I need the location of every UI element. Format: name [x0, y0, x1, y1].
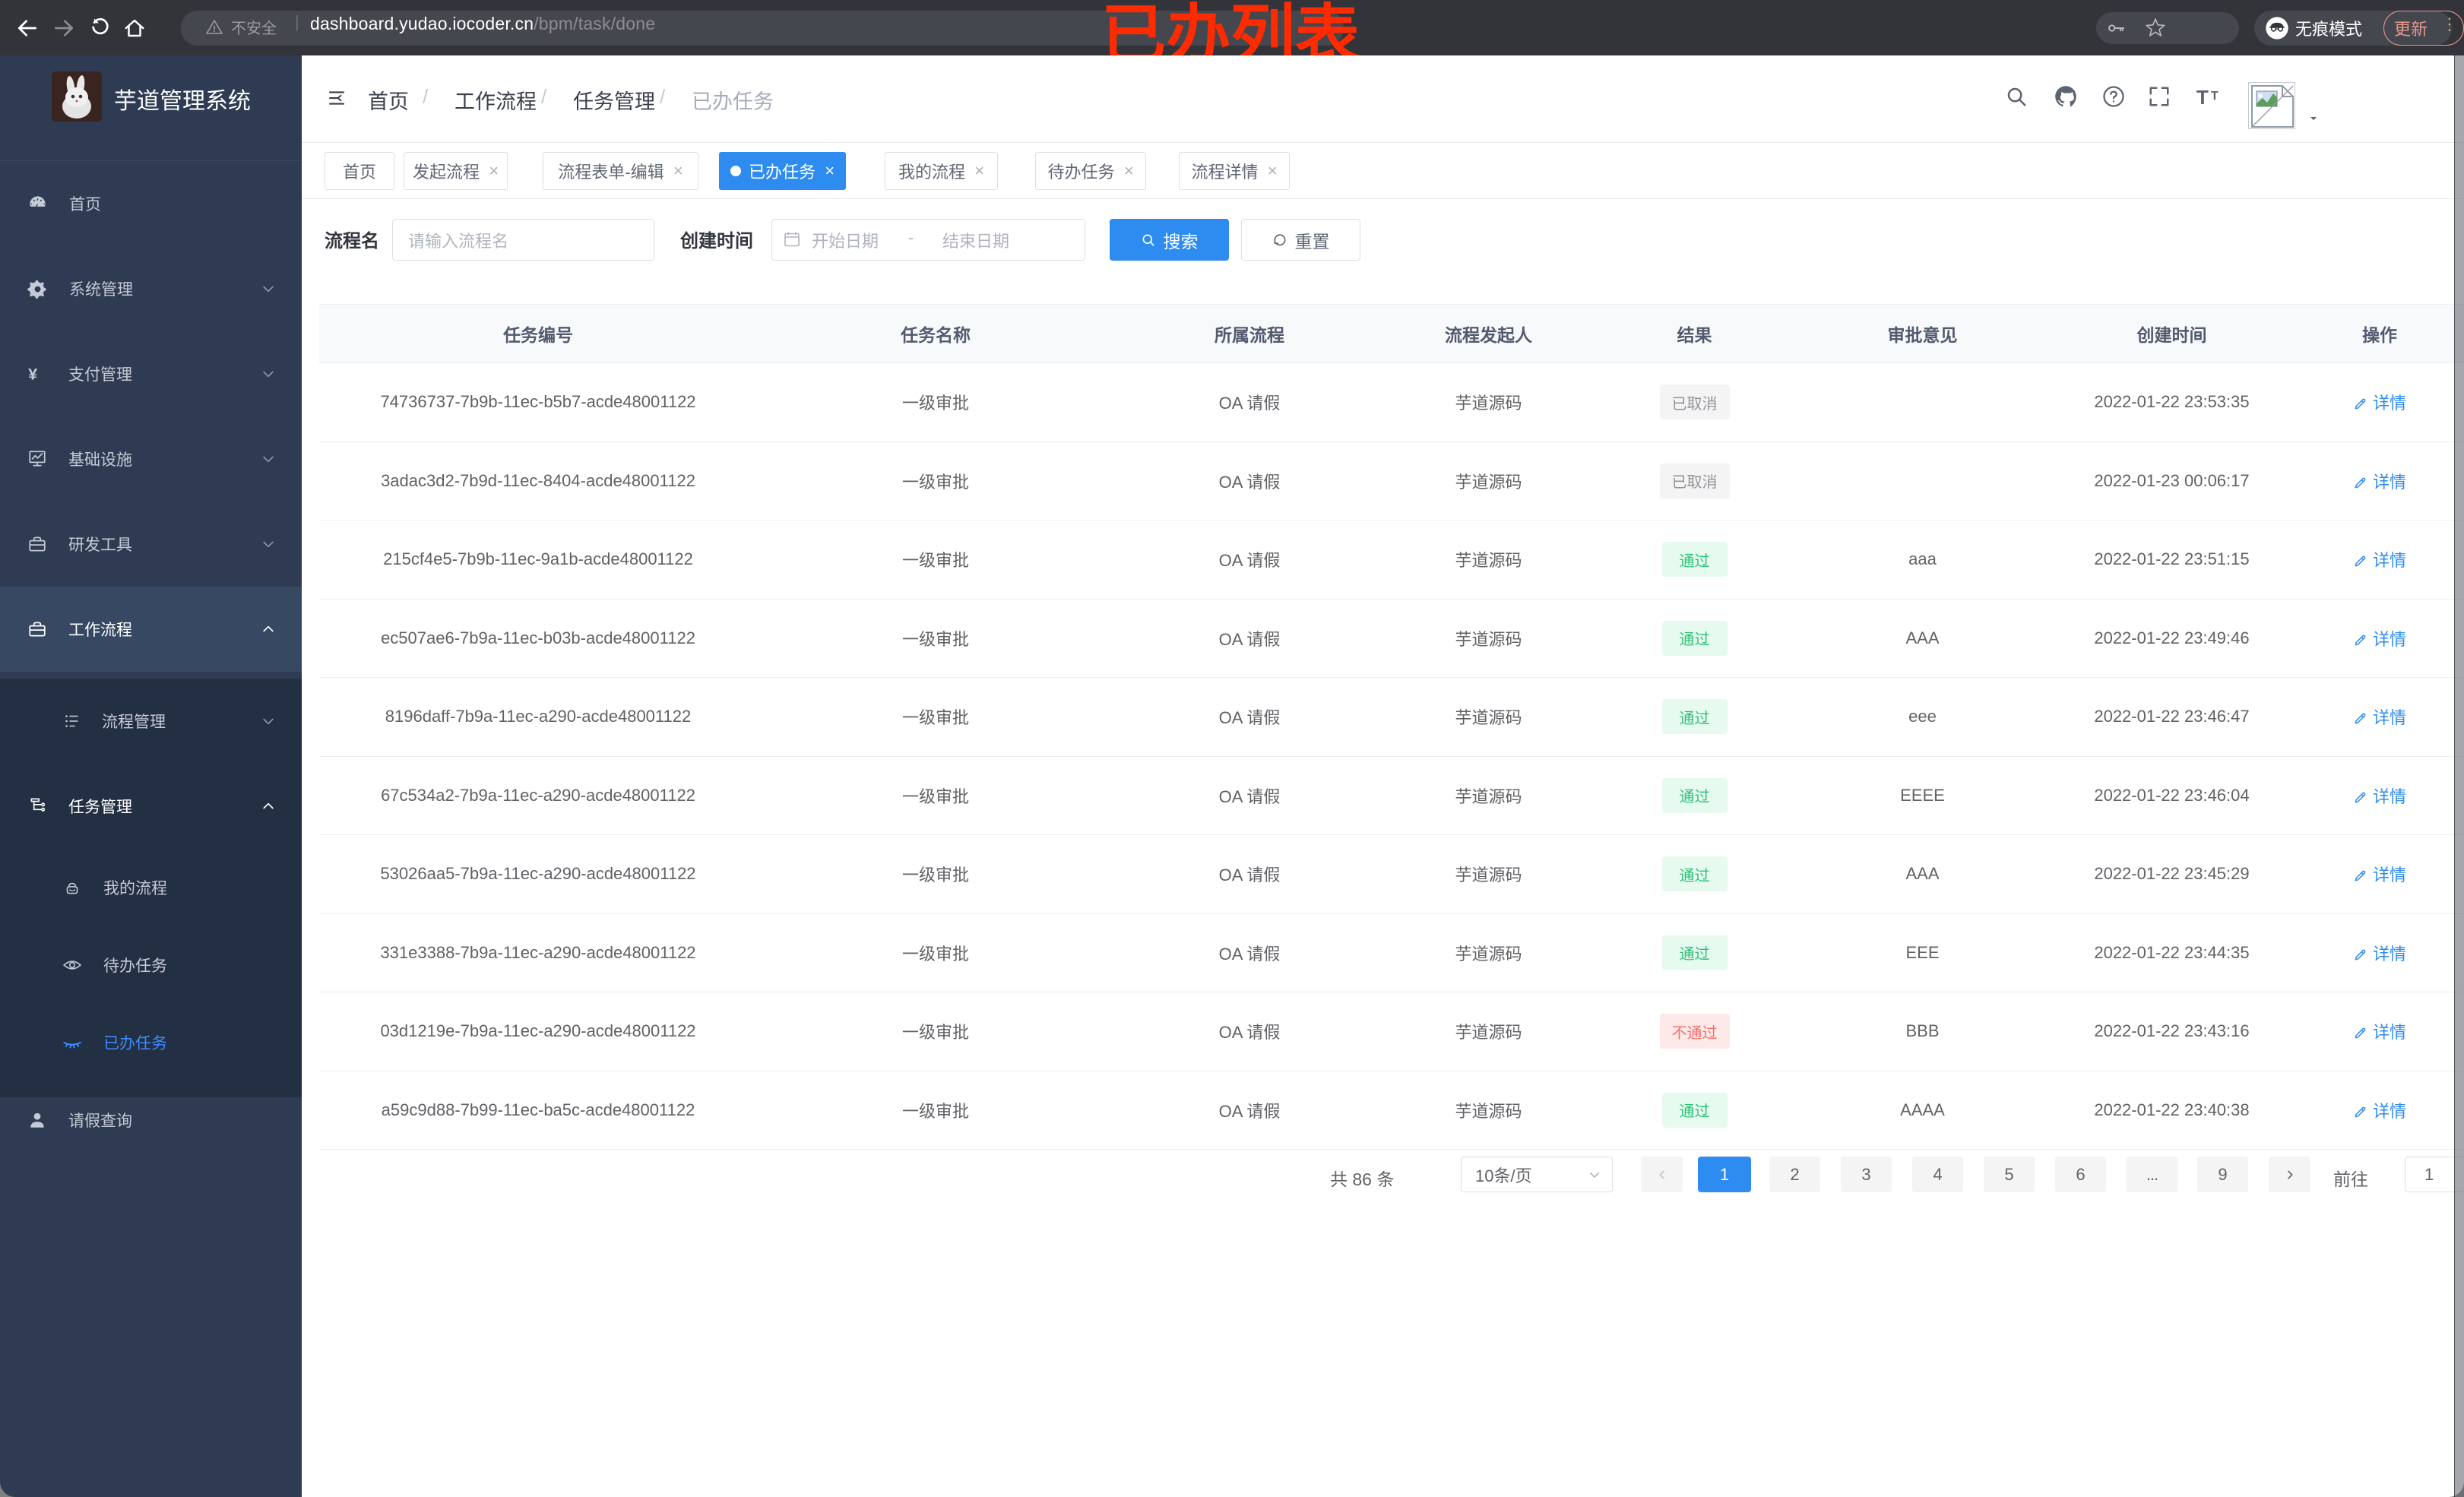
svg-text:¥: ¥	[28, 365, 37, 384]
svg-text:T: T	[2196, 88, 2209, 108]
svg-text:T: T	[2211, 90, 2219, 103]
